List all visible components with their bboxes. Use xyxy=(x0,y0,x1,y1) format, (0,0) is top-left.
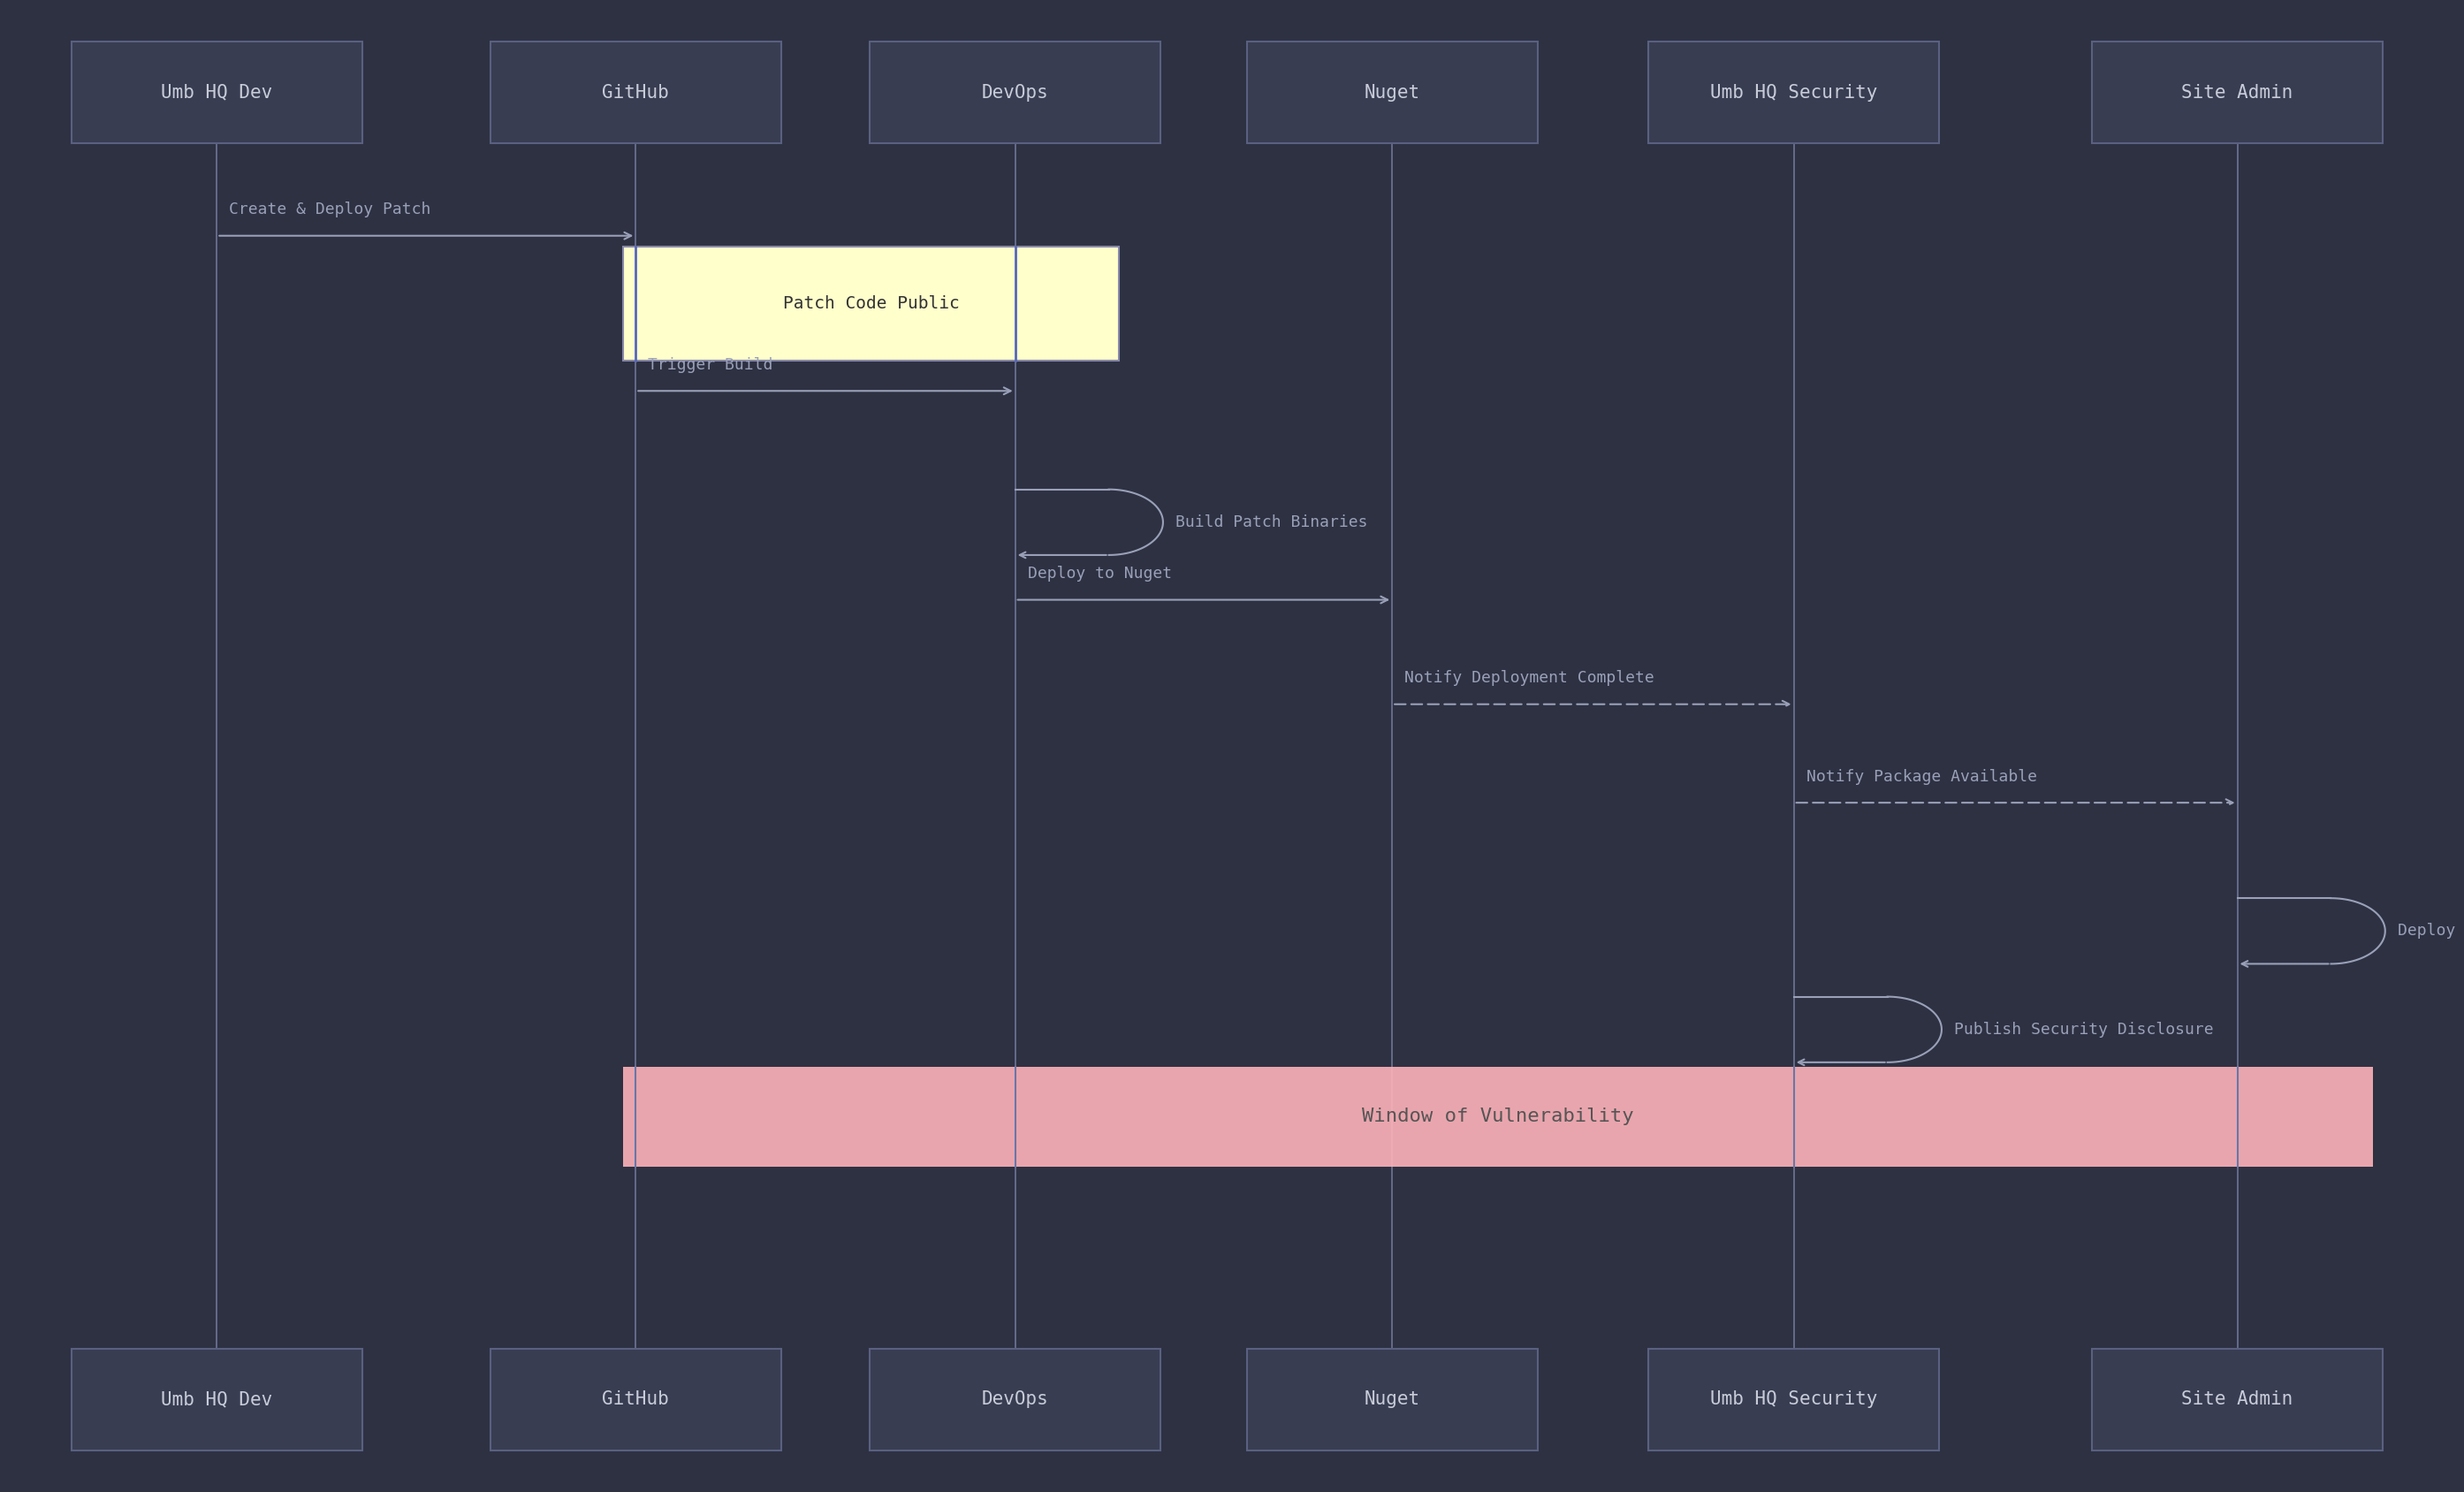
Text: Umb HQ Dev: Umb HQ Dev xyxy=(160,1391,274,1408)
Text: Nuget: Nuget xyxy=(1365,1391,1419,1408)
Text: Deploy to Nuget: Deploy to Nuget xyxy=(1027,565,1173,582)
Bar xyxy=(1247,42,1538,143)
Bar xyxy=(1648,1349,1939,1450)
Text: Create & Deploy Patch: Create & Deploy Patch xyxy=(229,201,431,218)
Bar xyxy=(2092,1349,2383,1450)
Bar xyxy=(623,1067,2373,1167)
Text: Build Patch Binaries: Build Patch Binaries xyxy=(1175,515,1368,530)
Text: GitHub: GitHub xyxy=(601,84,670,101)
Text: Notify Deployment Complete: Notify Deployment Complete xyxy=(1404,670,1653,686)
Text: Publish Security Disclosure: Publish Security Disclosure xyxy=(1954,1022,2213,1037)
Bar xyxy=(623,246,1119,361)
Bar xyxy=(1247,1349,1538,1450)
Bar xyxy=(490,1349,781,1450)
Text: Deploy Patch to Website: Deploy Patch to Website xyxy=(2397,924,2464,938)
Text: GitHub: GitHub xyxy=(601,1391,670,1408)
Bar xyxy=(870,1349,1161,1450)
Text: Window of Vulnerability: Window of Vulnerability xyxy=(1363,1109,1634,1125)
Bar xyxy=(1648,42,1939,143)
Bar xyxy=(870,42,1161,143)
Text: DevOps: DevOps xyxy=(981,84,1050,101)
Text: Umb HQ Security: Umb HQ Security xyxy=(1710,84,1878,101)
Bar xyxy=(71,42,362,143)
Text: Patch Code Public: Patch Code Public xyxy=(784,295,958,312)
Text: Notify Package Available: Notify Package Available xyxy=(1806,768,2038,785)
Text: Site Admin: Site Admin xyxy=(2181,84,2294,101)
Text: Site Admin: Site Admin xyxy=(2181,1391,2294,1408)
Text: Trigger Build: Trigger Build xyxy=(648,357,774,373)
Text: Umb HQ Dev: Umb HQ Dev xyxy=(160,84,274,101)
Text: Nuget: Nuget xyxy=(1365,84,1419,101)
Bar xyxy=(71,1349,362,1450)
Bar xyxy=(490,42,781,143)
Text: Umb HQ Security: Umb HQ Security xyxy=(1710,1391,1878,1408)
Text: DevOps: DevOps xyxy=(981,1391,1050,1408)
Bar xyxy=(2092,42,2383,143)
